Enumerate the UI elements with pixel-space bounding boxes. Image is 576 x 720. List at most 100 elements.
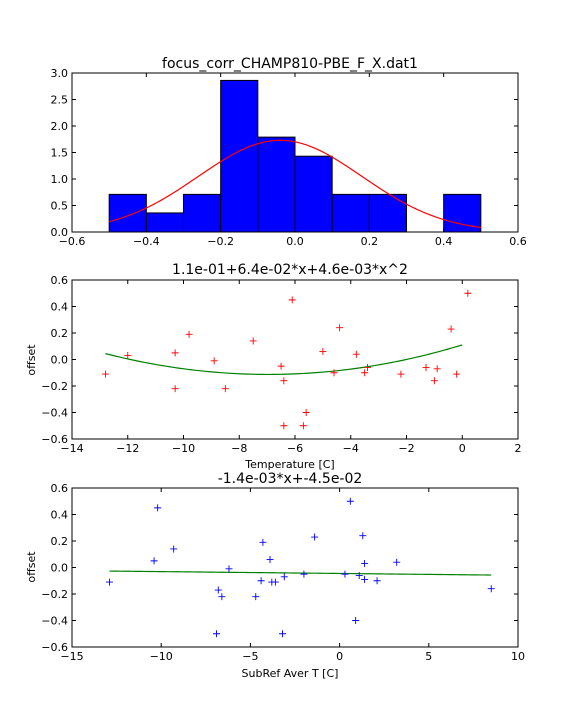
temperature-ytick-label: −0.6 [41, 433, 68, 446]
histogram-xtick-label: 0.2 [361, 235, 379, 248]
subref-data-point [311, 533, 319, 541]
histogram-xtick-label: −0.6 [59, 235, 86, 248]
subref-data-point [280, 573, 288, 581]
subref-xtick-label: −10 [150, 650, 173, 663]
subref-xtick-label: 5 [425, 650, 432, 663]
subref-data-point [393, 558, 401, 566]
subref-data-point [346, 497, 354, 505]
subref-data-point [150, 557, 158, 565]
temperature-xtick-label: −4 [343, 442, 359, 455]
temperature-fit-line [105, 344, 463, 376]
temperature-data-point [336, 324, 344, 332]
temperature-data-point [433, 365, 441, 373]
histogram-ytick-label: 2.0 [51, 120, 69, 133]
histogram-bar [443, 193, 482, 233]
temperature-xlabel: Temperature [C] [244, 458, 334, 471]
histogram-title: focus_corr_CHAMP810-PBE_F_X.dat1 [162, 56, 418, 72]
temperature-xtick-label: −2 [398, 442, 414, 455]
temperature-axes-frame [71, 279, 519, 440]
subref-data-point [259, 538, 267, 546]
subref-ytick-label: −0.4 [41, 615, 68, 628]
subref-data-point [213, 630, 221, 638]
subref-xlabel: SubRef Aver T [C] [242, 667, 339, 680]
temperature-panel: 1.1e-01+6.4e-02*x+4.6e-03*x^2 Temperatur… [25, 262, 522, 471]
histogram-ytick-label: 0.5 [51, 200, 69, 213]
subref-panel: -1.4e-03*x+-4.5e-02 SubRef Aver T [C] of… [25, 471, 525, 680]
temperature-ytick-label: 0.4 [51, 301, 69, 314]
subref-ylabel: offset [25, 551, 38, 583]
temperature-data-point [280, 377, 288, 385]
subref-data-point [300, 570, 308, 578]
temperature-data-point [363, 363, 371, 371]
histogram-xtick-label: −0.2 [207, 235, 234, 248]
subref-data-point [359, 532, 367, 540]
temperature-data-point [249, 337, 257, 345]
subref-data-point [266, 556, 274, 564]
temperature-data-point [299, 422, 307, 430]
subref-ytick-label: 0.4 [51, 509, 69, 522]
subref-data-point [373, 577, 381, 585]
histogram-axes-frame [71, 72, 519, 233]
histogram-xtick-label: −0.4 [133, 235, 160, 248]
temperature-data-point [397, 370, 405, 378]
temperature-ytick-label: 0.6 [51, 274, 69, 287]
temperature-ylabel: offset [25, 344, 38, 376]
histogram-xtick-label: 0.6 [509, 235, 527, 248]
subref-plot-area: −15 −10 −5 0 5 10 −0.6 −0.4 −0.2 0.0 0.2 0.4 0.6 [41, 482, 525, 663]
subref-data-point [361, 575, 369, 583]
histogram-ytick-label: 0.0 [51, 226, 69, 239]
subref-ytick-label: 0.0 [51, 562, 69, 575]
temperature-data-point [277, 362, 285, 370]
subref-data-point [225, 565, 233, 573]
subref-data-point [154, 504, 162, 512]
gaussian-fit-curve [109, 139, 481, 229]
subref-data-point [355, 571, 363, 579]
histogram-ytick-label: 2.5 [51, 94, 69, 107]
temperature-data-point [124, 352, 132, 360]
histogram-plot-area: −0.6 −0.4 −0.2 0.0 0.2 0.4 0.6 0.0 0.5 1.0 1.5 2.0 2… [51, 67, 527, 248]
temperature-data-point [352, 350, 360, 358]
temperature-xtick-label: −6 [287, 442, 303, 455]
subref-data-point [279, 630, 287, 638]
temperature-data-point [330, 369, 338, 377]
temperature-ytick-label: −0.4 [41, 407, 68, 420]
subref-xtick-label: −5 [242, 650, 258, 663]
temperature-data-point [185, 330, 193, 338]
histogram-ytick-label: 1.0 [51, 173, 69, 186]
temperature-data-point [319, 348, 327, 356]
temperature-data-point [464, 289, 472, 297]
subref-data-point [257, 577, 265, 585]
temperature-data-point [101, 370, 109, 378]
temperature-ytick-label: 0.2 [51, 327, 69, 340]
temperature-xtick-label: −14 [60, 442, 83, 455]
histogram-ytick-label: 1.5 [51, 147, 69, 160]
subref-ytick-label: 0.6 [51, 482, 69, 495]
temperature-xtick-label: −12 [116, 442, 139, 455]
histogram-xtick-label: 0.0 [286, 235, 304, 248]
subref-axes-frame [71, 487, 519, 648]
subref-fit-line [109, 570, 492, 576]
temperature-xtick-label: −8 [231, 442, 247, 455]
temperature-xtick-label: −10 [172, 442, 195, 455]
histogram-bar [331, 193, 370, 233]
histogram-bar [183, 193, 222, 233]
temperature-data-point [453, 370, 461, 378]
temperature-data-point [280, 422, 288, 430]
temperature-data-point [288, 296, 296, 304]
subref-data-point [214, 586, 222, 594]
histogram-bar [257, 136, 296, 233]
subref-ytick-label: −0.6 [41, 641, 68, 654]
subref-data-point [252, 593, 260, 601]
temperature-data-point [422, 363, 430, 371]
temperature-ytick-label: −0.2 [41, 380, 68, 393]
subref-data-point [170, 545, 178, 553]
subref-title: -1.4e-03*x+-4.5e-02 [218, 471, 363, 487]
subref-data-point [352, 617, 360, 624]
temperature-data-point [171, 385, 179, 393]
temperature-xtick-label: 2 [515, 442, 522, 455]
temperature-data-point [171, 349, 179, 357]
subref-data-point [487, 585, 495, 593]
temperature-xtick-label: 0 [459, 442, 466, 455]
